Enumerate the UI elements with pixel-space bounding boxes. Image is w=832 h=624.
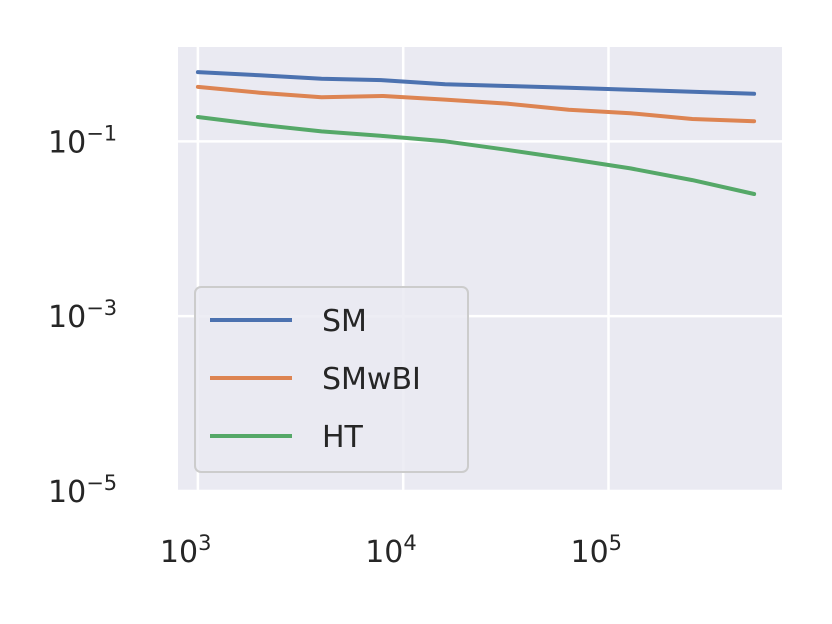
x-tick-label: 104 — [365, 531, 417, 570]
series-line-ht — [195, 115, 757, 196]
y-tick-label: 10−5 — [48, 471, 117, 510]
x-tick-labels: 103 104 105 — [160, 531, 622, 570]
series-line-sm — [195, 70, 757, 96]
x-tick-label: 103 — [160, 531, 212, 570]
legend-label-smwbi: SMwBI — [322, 362, 421, 397]
series-line-smwbi — [195, 84, 757, 124]
y-tick-label: 10−1 — [48, 121, 117, 160]
legend-label-ht: HT — [322, 420, 364, 455]
x-tick-label: 105 — [570, 531, 622, 570]
legend: SM SMwBI HT — [194, 286, 469, 473]
legend-box — [194, 286, 469, 473]
gridlines — [178, 47, 782, 493]
y-tick-labels: 10−1 10−3 10−5 — [48, 121, 117, 510]
legend-label-sm: SM — [322, 304, 367, 339]
series-lines — [195, 70, 757, 196]
y-tick-label: 10−3 — [48, 296, 117, 335]
